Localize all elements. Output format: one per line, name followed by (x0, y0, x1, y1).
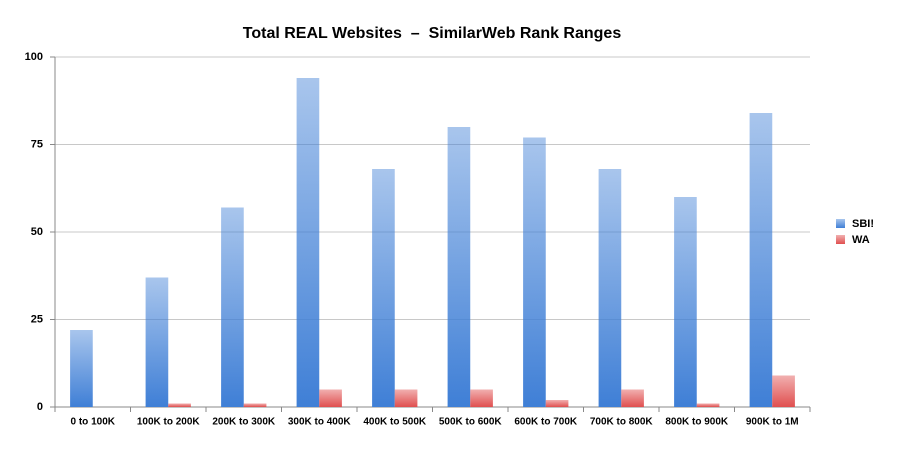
bar (243, 403, 267, 407)
legend-swatch (836, 219, 845, 228)
x-tick-label: 300K to 400K (288, 417, 352, 428)
bar (447, 127, 471, 407)
bar (394, 389, 418, 407)
bar (772, 375, 795, 407)
bar (319, 389, 342, 407)
bar (296, 78, 320, 407)
y-tick-label: 50 (31, 226, 43, 238)
legend-swatch (836, 235, 845, 244)
x-tick-label: 600K to 700K (514, 417, 578, 428)
bar (221, 207, 244, 407)
bar (696, 403, 720, 407)
x-tick-label: 400K to 500K (363, 417, 427, 428)
x-tick-label: 500K to 600K (439, 417, 503, 428)
bar (168, 403, 191, 407)
bar (674, 197, 697, 407)
x-tick-label: 700K to 800K (590, 417, 654, 428)
bar (470, 389, 493, 407)
y-tick-label: 25 (31, 313, 43, 325)
chart-title: Total REAL Websites – SimilarWeb Rank Ra… (243, 25, 622, 42)
bar (621, 389, 644, 407)
x-tick-label: 0 to 100K (71, 417, 116, 428)
legend-label: WA (852, 234, 870, 246)
y-tick-label: 75 (31, 138, 43, 150)
bar (598, 169, 622, 407)
y-tick-label: 0 (37, 401, 43, 413)
x-tick-label: 100K to 200K (137, 417, 201, 428)
x-tick-label: 800K to 900K (665, 417, 729, 428)
x-tick-label: 200K to 300K (212, 417, 276, 428)
bar (70, 330, 93, 407)
bar (523, 137, 546, 407)
bar (372, 169, 395, 407)
legend-label: SBI! (852, 218, 874, 230)
y-tick-label: 100 (25, 51, 43, 63)
bar (749, 113, 773, 407)
x-tick-label: 900K to 1M (746, 417, 799, 428)
bar (145, 277, 169, 407)
bar (545, 400, 569, 407)
